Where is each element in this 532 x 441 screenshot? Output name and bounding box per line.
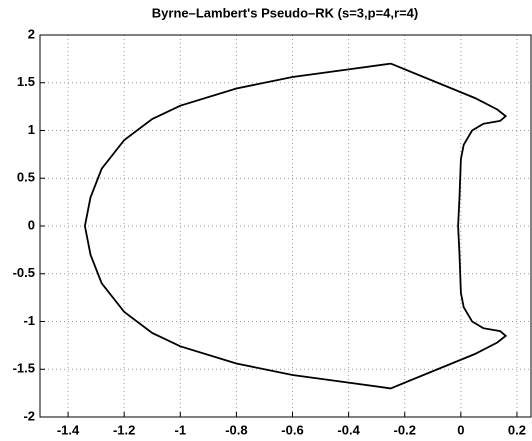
x-tick-label: -1.4: [57, 422, 80, 437]
x-tick-label: -0.8: [225, 422, 247, 437]
x-tick-label: -0.4: [337, 422, 360, 437]
x-tick-label: 0.2: [508, 422, 526, 437]
x-tick-label: 0: [457, 422, 464, 437]
y-tick-label: -1: [23, 313, 35, 328]
y-tick-label: 0.5: [17, 170, 35, 185]
curve: [83, 62, 508, 390]
plot-frame: [39, 34, 532, 418]
x-tick-label: -1.2: [113, 422, 135, 437]
y-tick-label: 1.5: [17, 74, 35, 89]
chart-title: Byrne–Lambert's Pseudo–RK (s=3,p=4,r=4): [152, 5, 418, 20]
y-tick-label: -1.5: [13, 361, 35, 376]
x-tick-label: -0.2: [394, 422, 416, 437]
y-tick-label: 0: [28, 217, 35, 232]
y-tick-label: -2: [23, 408, 35, 423]
y-tick-label: 2: [28, 26, 35, 41]
x-tick-label: -1: [175, 422, 187, 437]
y-tick-label: 1: [28, 122, 35, 137]
y-tick-label: -0.5: [13, 265, 35, 280]
x-tick-label: -0.6: [281, 422, 303, 437]
